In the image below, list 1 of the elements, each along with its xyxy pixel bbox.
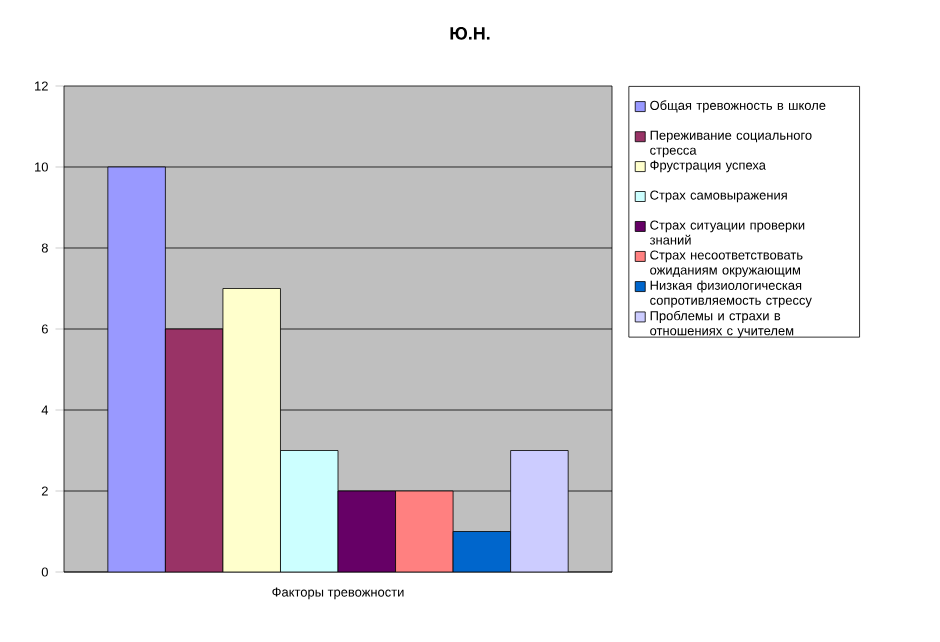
chart-title: Ю.Н.: [450, 27, 490, 40]
